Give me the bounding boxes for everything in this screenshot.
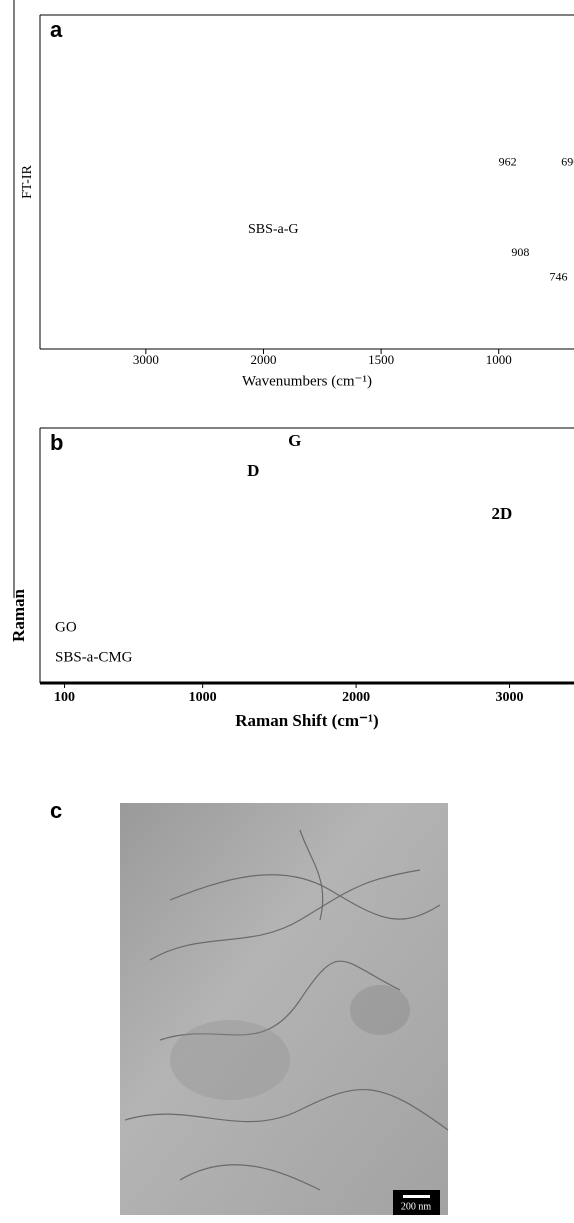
peak-label: 962 <box>499 155 517 169</box>
peak-label: 696 <box>561 155 574 169</box>
panel-label: b <box>50 430 63 455</box>
x-tick-label: 1000 <box>189 690 217 705</box>
peak-label: G <box>288 431 301 450</box>
peak-label: 2D <box>491 504 512 523</box>
scale-bar <box>403 1195 430 1198</box>
x-axis-label: Wavenumbers (cm⁻¹) <box>242 373 372 389</box>
peak-label: 746 <box>549 270 567 284</box>
peak-label: 908 <box>511 245 529 259</box>
scale-bar-label: 200 nm <box>401 1201 432 1212</box>
series-label: SBS-a-G <box>248 222 299 237</box>
x-tick-label: 3000 <box>496 690 524 705</box>
y-axis-label: FT-IR <box>20 164 35 198</box>
x-tick-label: 1500 <box>368 352 394 367</box>
scale-bar-box <box>393 1190 440 1215</box>
x-tick-label: 2000 <box>342 690 370 705</box>
series-label: SBS-a-CMG <box>55 649 133 665</box>
x-tick-label: 3000 <box>133 352 159 367</box>
x-tick-label: 100 <box>54 690 75 705</box>
series-label: GO <box>55 619 77 635</box>
tem-image: 200 nm <box>120 803 449 1215</box>
panel-label: a <box>50 17 63 42</box>
x-tick-label: 2000 <box>250 352 276 367</box>
tem-shade <box>170 1020 290 1100</box>
y-axis-label: Raman <box>9 589 28 642</box>
peak-label: D <box>247 461 259 480</box>
tem-shade <box>350 985 410 1035</box>
x-axis-label: Raman Shift (cm⁻¹) <box>235 711 378 730</box>
panel-label: c <box>50 798 62 823</box>
x-tick-label: 1000 <box>486 352 512 367</box>
tem-wrinkles <box>124 829 449 1191</box>
